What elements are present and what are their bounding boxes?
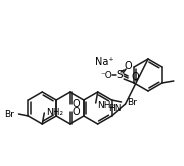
Text: O: O — [72, 107, 80, 117]
Text: S: S — [117, 70, 123, 80]
Text: NH₂: NH₂ — [97, 100, 114, 110]
Text: O: O — [131, 72, 139, 82]
Text: ⁻O: ⁻O — [100, 71, 112, 80]
Text: NH₂: NH₂ — [46, 108, 63, 117]
Text: HN: HN — [108, 103, 121, 113]
Text: Br: Br — [4, 110, 14, 119]
Text: Na⁺: Na⁺ — [95, 57, 114, 67]
Text: O: O — [124, 61, 132, 71]
Text: Br: Br — [127, 97, 137, 107]
Text: O: O — [72, 99, 80, 109]
